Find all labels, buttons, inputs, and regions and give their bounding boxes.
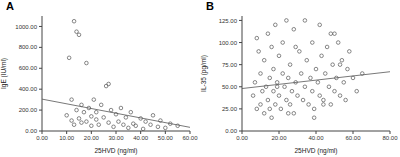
svg-text:200.00: 200.00 bbox=[19, 107, 38, 113]
svg-text:40.00: 40.00 bbox=[308, 135, 324, 141]
svg-text:800.00: 800.00 bbox=[19, 44, 38, 50]
html-text:A: A bbox=[6, 0, 14, 12]
svg-text:80.00: 80.00 bbox=[382, 135, 392, 141]
svg-text:125.00: 125.00 bbox=[219, 18, 238, 24]
svg-text:0.00: 0.00 bbox=[36, 135, 48, 141]
svg-text:IL-35 (pg/ml): IL-35 (pg/ml) bbox=[200, 55, 208, 92]
svg-text:50.00: 50.00 bbox=[158, 135, 174, 141]
svg-text:400.00: 400.00 bbox=[19, 86, 38, 92]
html-text:B: B bbox=[206, 0, 214, 12]
svg-text:50.00: 50.00 bbox=[222, 84, 238, 90]
svg-text:0.00: 0.00 bbox=[225, 128, 237, 134]
svg-text:10.00: 10.00 bbox=[59, 135, 75, 141]
svg-text:100.00: 100.00 bbox=[219, 40, 238, 46]
svg-text:0.00: 0.00 bbox=[236, 135, 248, 141]
svg-text:0.00: 0.00 bbox=[25, 128, 37, 134]
svg-text:1000.00: 1000.00 bbox=[15, 24, 37, 30]
svg-text:75.00: 75.00 bbox=[222, 62, 238, 68]
svg-text:20.00: 20.00 bbox=[271, 135, 287, 141]
svg-text:40.00: 40.00 bbox=[133, 135, 149, 141]
svg-text:25HVD (ng/ml): 25HVD (ng/ml) bbox=[295, 147, 338, 155]
svg-text:IgE (IU/ml): IgE (IU/ml) bbox=[8, 58, 9, 89]
svg-text:600.00: 600.00 bbox=[19, 65, 38, 71]
svg-text:60.00: 60.00 bbox=[345, 135, 361, 141]
svg-text:30.00: 30.00 bbox=[108, 135, 124, 141]
svg-text:20.00: 20.00 bbox=[84, 135, 100, 141]
svg-text:60.00: 60.00 bbox=[182, 135, 198, 141]
svg-text:25HVD (ng/ml): 25HVD (ng/ml) bbox=[95, 147, 138, 155]
svg-text:25.00: 25.00 bbox=[222, 106, 238, 112]
